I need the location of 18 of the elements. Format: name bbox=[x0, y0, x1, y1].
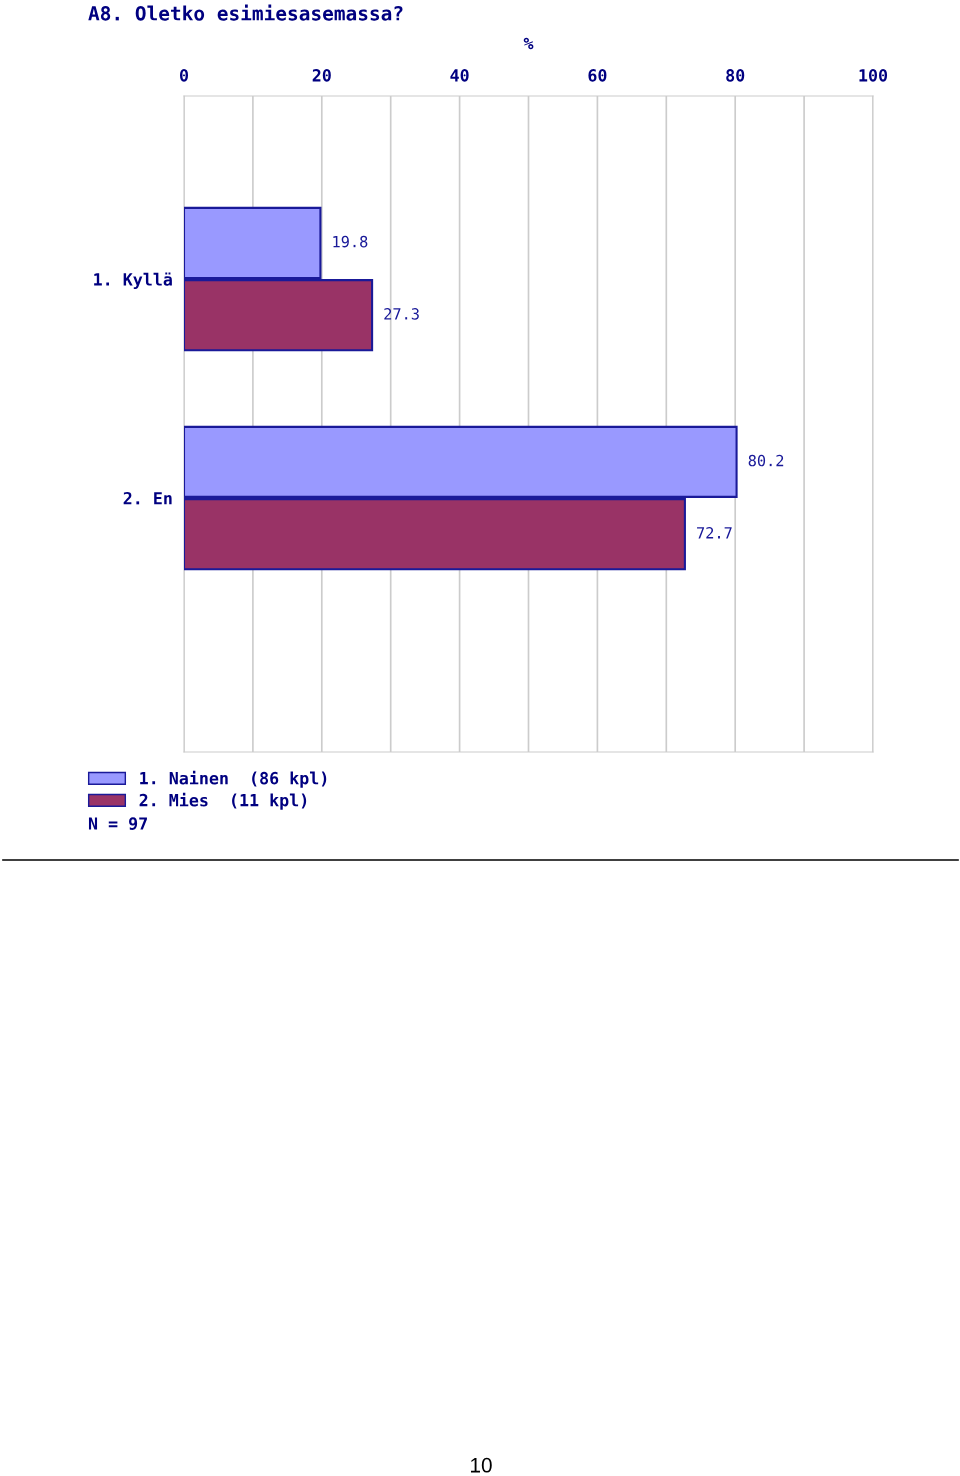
x-tick-label: 60 bbox=[588, 69, 607, 82]
data-label: 72.7 bbox=[697, 527, 732, 539]
data-label: 19.8 bbox=[333, 235, 368, 248]
x-tick-label: 100 bbox=[859, 69, 888, 82]
legend-label: 2. Mies (11 kpl) bbox=[139, 792, 307, 810]
data-label: 27.3 bbox=[384, 308, 419, 320]
y-tick-label: 1. Kyllä bbox=[94, 272, 172, 289]
text: N = 97 bbox=[88, 817, 147, 830]
x-tick-label: 0 bbox=[179, 69, 189, 82]
x-tick-label: 20 bbox=[312, 69, 331, 82]
x-tick-label: 80 bbox=[726, 69, 745, 82]
legend-label: 1. Nainen (86 kpl) bbox=[140, 770, 327, 788]
x-tick-label: 40 bbox=[450, 69, 469, 82]
x-axis-title: % bbox=[523, 37, 534, 50]
chart-title: A8. Oletko esimiesasemassa? bbox=[88, 4, 403, 21]
text: 10 bbox=[471, 1457, 492, 1473]
data-label: 80.2 bbox=[748, 454, 784, 467]
y-tick-label: 2. En bbox=[123, 491, 172, 505]
